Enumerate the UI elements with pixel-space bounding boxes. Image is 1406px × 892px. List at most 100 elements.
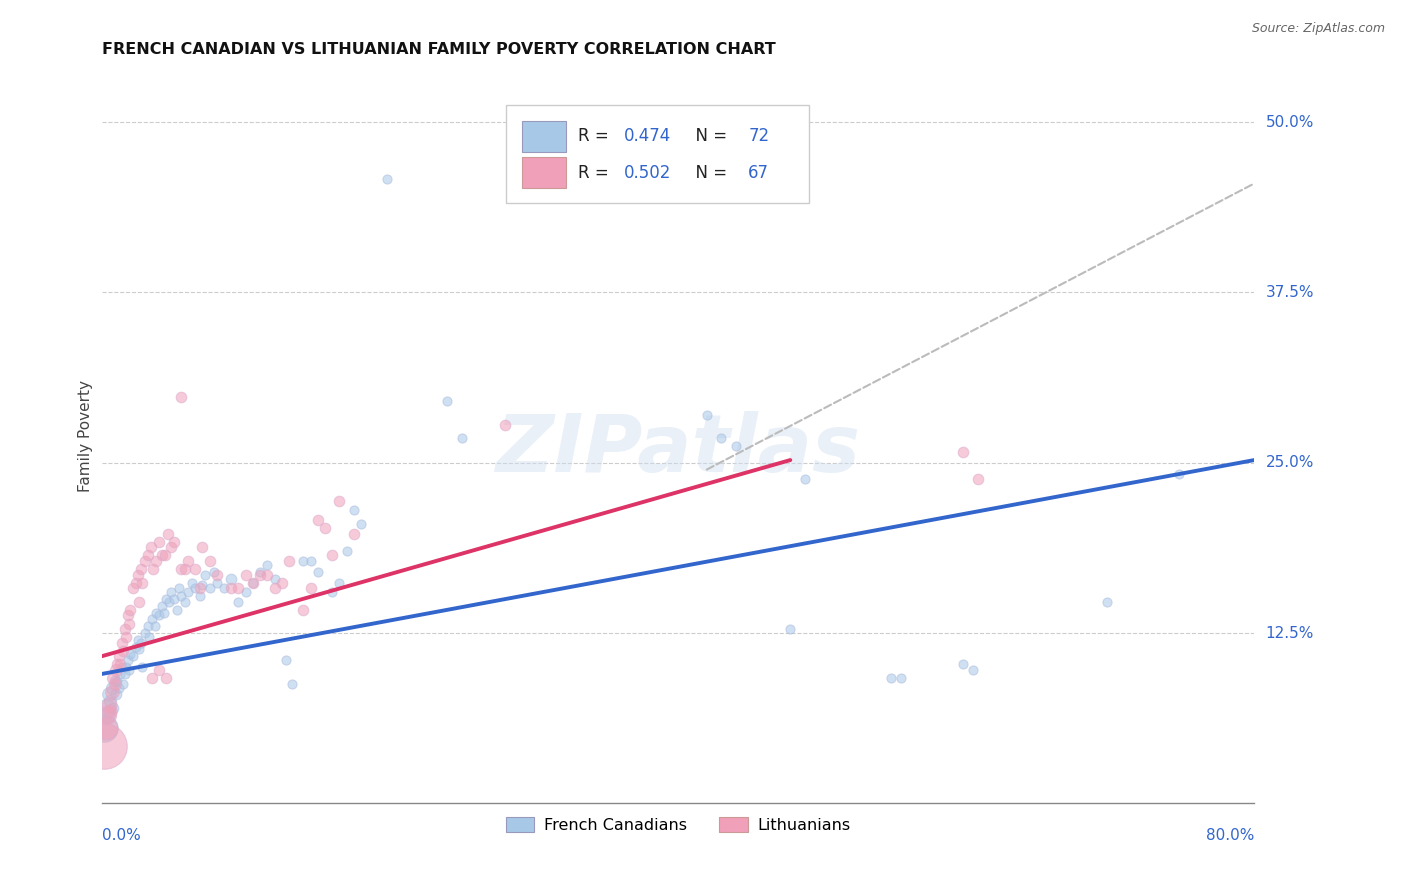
Point: [134, 554, 156, 568]
Point: [235, 585, 257, 599]
Point: [159, 541, 181, 555]
Point: [307, 513, 329, 527]
Point: [128, 595, 150, 609]
Point: [125, 640, 148, 654]
Point: [188, 581, 211, 595]
Point: [181, 575, 204, 590]
Point: [270, 575, 292, 590]
Point: [108, 649, 131, 664]
Point: [153, 549, 176, 563]
Point: [170, 590, 193, 604]
Point: [494, 417, 516, 432]
Point: [793, 472, 815, 486]
Point: [96, 707, 118, 722]
Point: [112, 676, 135, 690]
Point: [169, 581, 191, 595]
Point: [779, 622, 801, 636]
Point: [299, 554, 322, 568]
Point: [103, 673, 125, 688]
Point: [131, 660, 153, 674]
Text: 25.0%: 25.0%: [1265, 455, 1315, 470]
Text: ZIPatlas: ZIPatlas: [495, 411, 860, 489]
Text: FRENCH CANADIAN VS LITHUANIAN FAMILY POVERTY CORRELATION CHART: FRENCH CANADIAN VS LITHUANIAN FAMILY POV…: [101, 42, 775, 57]
Point: [184, 581, 207, 595]
Point: [188, 590, 211, 604]
Point: [128, 642, 150, 657]
Point: [191, 578, 214, 592]
Point: [110, 667, 132, 681]
Point: [166, 603, 188, 617]
Point: [952, 657, 974, 672]
Point: [111, 660, 134, 674]
Point: [249, 565, 271, 579]
Text: 12.5%: 12.5%: [1265, 625, 1315, 640]
Point: [228, 595, 250, 609]
FancyBboxPatch shape: [522, 120, 567, 152]
Point: [120, 647, 142, 661]
Point: [141, 612, 163, 626]
Point: [136, 549, 159, 563]
Point: [343, 503, 366, 517]
Text: 0.0%: 0.0%: [101, 828, 141, 843]
FancyBboxPatch shape: [506, 105, 810, 203]
Text: 0.474: 0.474: [624, 127, 671, 145]
Point: [122, 649, 145, 664]
Point: [952, 445, 974, 459]
Point: [202, 565, 225, 579]
Point: [145, 554, 167, 568]
Point: [103, 676, 125, 690]
Point: [235, 567, 257, 582]
Point: [108, 681, 131, 695]
Point: [249, 567, 271, 582]
Point: [101, 671, 124, 685]
Point: [314, 521, 336, 535]
Point: [292, 603, 315, 617]
Point: [100, 681, 122, 695]
Point: [127, 567, 149, 582]
Point: [157, 595, 180, 609]
Point: [115, 630, 138, 644]
Point: [263, 572, 285, 586]
Point: [101, 701, 124, 715]
Point: [256, 567, 278, 582]
Text: 80.0%: 80.0%: [1206, 828, 1254, 843]
Point: [696, 408, 718, 422]
Point: [110, 657, 132, 672]
Point: [145, 606, 167, 620]
Text: 67: 67: [748, 164, 769, 182]
Point: [281, 676, 304, 690]
Text: 50.0%: 50.0%: [1265, 115, 1315, 129]
Point: [122, 581, 145, 595]
Point: [107, 673, 129, 688]
Point: [152, 606, 174, 620]
Point: [111, 635, 134, 649]
Point: [170, 562, 193, 576]
Point: [143, 619, 166, 633]
Point: [198, 581, 221, 595]
FancyBboxPatch shape: [522, 157, 567, 188]
Text: 0.502: 0.502: [624, 164, 671, 182]
Point: [148, 608, 170, 623]
Point: [194, 567, 217, 582]
Point: [129, 635, 152, 649]
Point: [299, 581, 322, 595]
Point: [174, 595, 197, 609]
Point: [118, 616, 141, 631]
Text: N =: N =: [685, 127, 733, 145]
Point: [307, 565, 329, 579]
Point: [127, 632, 149, 647]
Point: [205, 575, 228, 590]
Point: [131, 575, 153, 590]
Point: [159, 585, 181, 599]
Point: [117, 653, 139, 667]
Point: [328, 494, 350, 508]
Point: [274, 653, 297, 667]
Text: 37.5%: 37.5%: [1265, 285, 1315, 300]
Point: [93, 722, 115, 736]
Point: [118, 663, 141, 677]
Point: [321, 549, 343, 563]
Point: [94, 701, 117, 715]
Text: Source: ZipAtlas.com: Source: ZipAtlas.com: [1251, 22, 1385, 36]
Point: [93, 739, 115, 754]
Point: [150, 549, 173, 563]
